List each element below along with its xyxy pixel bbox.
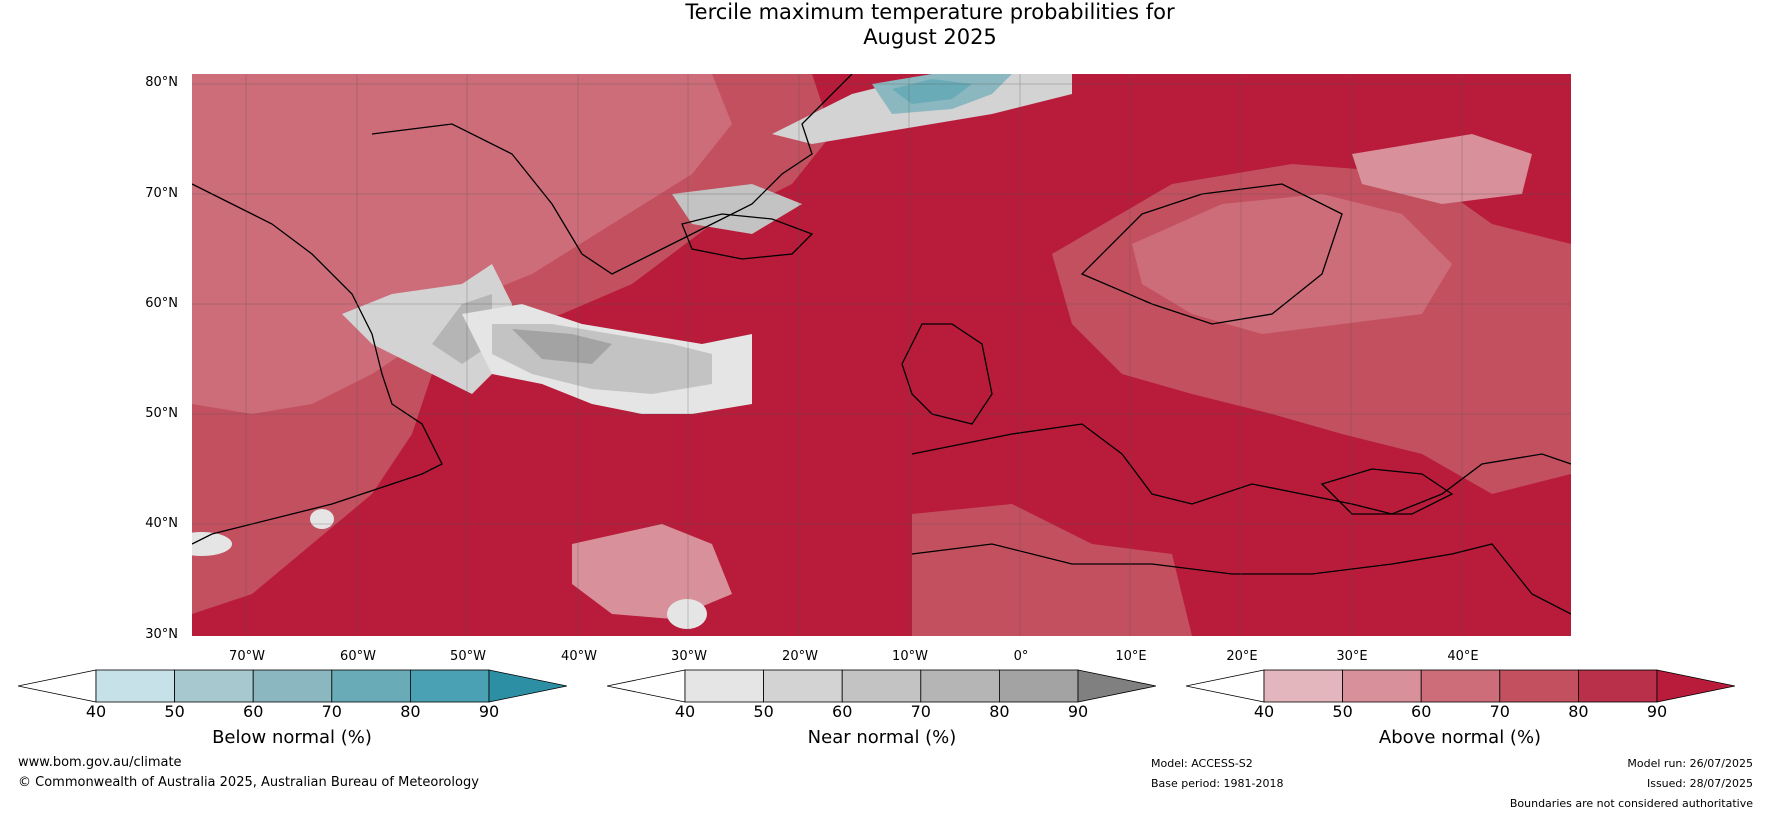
colorbar-tick-label: 80 (400, 702, 421, 721)
map-svg (192, 74, 1571, 636)
coastline-british-isles (901, 323, 993, 425)
lon-label-10e: 10°E (1115, 649, 1147, 664)
colorbar-tick-label: 50 (1332, 702, 1353, 721)
colorbar-segment (920, 669, 1000, 703)
map-title: Tercile maximum temperature probabilitie… (0, 0, 1770, 50)
lon-label-50w: 50°W (450, 649, 486, 664)
map-region-near-normal-south (667, 599, 707, 629)
colorbar-label-above-normal: Above normal (%) (1378, 727, 1542, 748)
lat-label-30n: 30°N (145, 627, 178, 642)
map-region-above-50-barents (1352, 134, 1532, 204)
lon-label-40w: 40°W (561, 649, 597, 664)
colorbar-segment (1342, 669, 1422, 703)
title-line-2: August 2025 (863, 25, 997, 49)
colorbar-segment (331, 669, 411, 703)
colorbar-extend-high (1656, 669, 1735, 703)
map-region-near-normal-iceland (672, 184, 802, 234)
colorbar-segment (1263, 669, 1343, 703)
probability-map (192, 74, 1571, 636)
colorbar-tick-label: 40 (674, 702, 696, 721)
colorbar-segment (174, 669, 254, 703)
coastline-black-sea (1320, 468, 1454, 515)
colorbar-above-normal (1186, 669, 1735, 703)
colorbar-tick-label: 50 (753, 702, 774, 721)
colorbar-near-normal (607, 669, 1156, 703)
lon-label-0: 0° (1013, 649, 1029, 664)
lat-label-80n: 80°N (145, 75, 178, 90)
colorbar-tick-label: 80 (1568, 702, 1589, 721)
colorbar-tick-label: 80 (989, 702, 1010, 721)
colorbar-tick-label: 60 (243, 702, 264, 721)
colorbar-extend-low (18, 669, 97, 703)
colorbar-segment (998, 669, 1079, 703)
colorbar-tick-label: 90 (1646, 702, 1668, 721)
colorbar-tick-label: 40 (85, 702, 107, 721)
colorbar-tick-label: 90 (478, 702, 500, 721)
coastline-iceland (681, 213, 814, 260)
coastline-north-africa (911, 543, 1571, 615)
footer-issued: Issued: 28/07/2025 (1646, 777, 1753, 790)
lat-label-40n: 40°N (145, 516, 178, 531)
coastline-southern-europe (911, 423, 1571, 515)
colorbar-tick-label: 60 (832, 702, 853, 721)
lon-label-60w: 60°W (340, 649, 376, 664)
lon-label-30e: 30°E (1336, 649, 1368, 664)
footer-disclaimer: Boundaries are not considered authoritat… (1509, 797, 1753, 810)
colorbar-segment (1499, 669, 1579, 703)
colorbar-tick-label: 60 (1411, 702, 1432, 721)
colorbar-tick-label: 70 (1489, 702, 1510, 721)
colorbar-tick-label: 50 (164, 702, 185, 721)
lon-label-40e: 40°E (1447, 649, 1479, 664)
colorbar-below-normal (18, 669, 567, 703)
footer-model: Model: ACCESS-S2 (1151, 757, 1253, 770)
lat-label-50n: 50°N (145, 406, 178, 421)
colorbar-extend-low (607, 669, 686, 703)
colorbar-segment (252, 669, 333, 703)
footer-website: www.bom.gov.au/climate (18, 755, 182, 770)
colorbar-label-below-normal: Below normal (%) (212, 727, 372, 748)
colorbar-tick-label: 70 (910, 702, 931, 721)
coastline-scandinavia (1080, 183, 1343, 325)
colorbar-segment (684, 669, 764, 703)
colorbar-segment (95, 669, 175, 703)
lon-label-70w: 70°W (229, 649, 265, 664)
map-region-below-normal-fram-strait-high (892, 79, 972, 104)
map-region-near-normal-spot (310, 509, 334, 529)
lat-label-70n: 70°N (145, 186, 178, 201)
coastline-north-america (192, 183, 443, 545)
colorbar-extend-high (1077, 669, 1156, 703)
title-line-1: Tercile maximum temperature probabilitie… (685, 0, 1175, 24)
lat-label-60n: 60°N (145, 296, 178, 311)
lon-label-20e: 20°E (1226, 649, 1258, 664)
map-region-near-normal-west (192, 532, 232, 556)
map-gridlines (192, 74, 1571, 636)
coastlines (192, 74, 1571, 615)
map-region-above-70-africa (912, 504, 1192, 636)
map-region-above-60 (192, 74, 732, 414)
colorbar-segment (1577, 669, 1658, 703)
colorbar-segment (763, 669, 843, 703)
colorbar-segment (841, 669, 922, 703)
colorbar-tick-label: 70 (321, 702, 342, 721)
colorbar-extend-low (1186, 669, 1265, 703)
lon-label-20w: 20°W (782, 649, 818, 664)
map-region-above-50-south (572, 524, 732, 619)
colorbar-segment (409, 669, 490, 703)
footer-copyright: © Commonwealth of Australia 2025, Austra… (18, 775, 479, 790)
colorbar-tick-label: 90 (1067, 702, 1089, 721)
colorbar-label-near-normal: Near normal (%) (807, 727, 957, 748)
lon-label-30w: 30°W (671, 649, 707, 664)
footer-base-period: Base period: 1981-2018 (1151, 777, 1284, 790)
map-region-above-60-scandinavia (1132, 194, 1452, 334)
map-region-near-normal-labrador (342, 264, 512, 394)
coastline-greenland (371, 74, 853, 275)
map-region-near-normal-atlantic-high (512, 329, 612, 364)
colorbar-extend-high (488, 669, 567, 703)
colorbar-tick-label: 40 (1253, 702, 1275, 721)
footer-model-run: Model run: 26/07/2025 (1627, 757, 1753, 770)
colorbar-segment (1420, 669, 1501, 703)
lon-label-10w: 10°W (892, 649, 928, 664)
